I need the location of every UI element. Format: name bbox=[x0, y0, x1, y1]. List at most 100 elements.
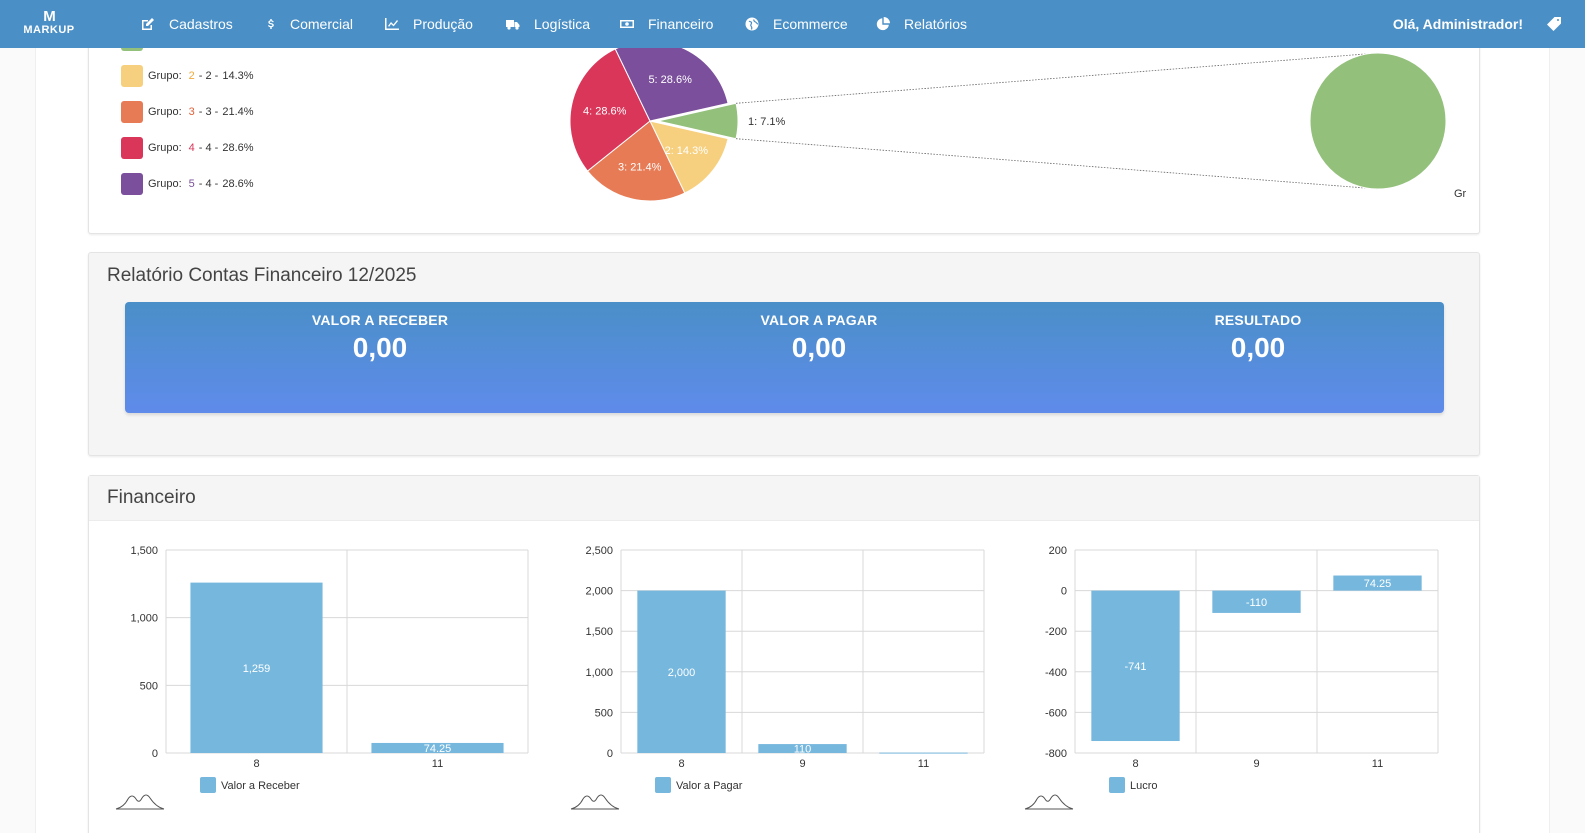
y-tick-label: 1,500 bbox=[585, 626, 613, 638]
pie-slice-label: 2: 14.3% bbox=[665, 145, 709, 157]
bar bbox=[371, 742, 504, 753]
line-chart-icon bbox=[385, 18, 399, 30]
summary-value: 0,00 bbox=[1230, 332, 1286, 363]
legend-item[interactable]: Grupo: 2- 2 -14.3% bbox=[121, 65, 258, 87]
legend-swatch bbox=[200, 777, 216, 793]
y-tick-label: 1,000 bbox=[130, 613, 158, 625]
legend-label: Valor a Receber bbox=[221, 780, 300, 792]
summary-receivable: VALOR A RECEBER 0,00 bbox=[230, 312, 530, 364]
legend-number: 2 bbox=[188, 70, 195, 82]
left-rail bbox=[0, 48, 36, 833]
y-tick-label: 500 bbox=[595, 707, 613, 719]
y-tick-label: 500 bbox=[140, 680, 158, 692]
globe-icon bbox=[745, 17, 759, 31]
summary-value: 0,00 bbox=[352, 332, 408, 363]
distribution-icon bbox=[1024, 794, 1074, 810]
distribution-icon bbox=[570, 794, 620, 810]
right-rail bbox=[1549, 48, 1585, 833]
x-tick-label: 8 bbox=[678, 758, 684, 770]
nav-relatorios[interactable]: Relatórios bbox=[876, 0, 967, 48]
x-tick-label: 11 bbox=[918, 758, 929, 770]
nav-label: Comercial bbox=[290, 16, 354, 32]
bar-value-label: 74.25 bbox=[1364, 578, 1392, 590]
financeiro-bar-charts: 0 500 1,000 1,500 1,259 8 74.25 11 Valor a Receb… bbox=[115, 545, 1439, 810]
bar bbox=[1333, 575, 1422, 591]
y-tick-label: 2,000 bbox=[585, 586, 613, 598]
brand-logo[interactable]: M MARKUP bbox=[18, 8, 80, 40]
summary-label: RESULTADO bbox=[1214, 312, 1302, 328]
bar bbox=[879, 752, 968, 754]
dollar-icon bbox=[268, 19, 274, 29]
bar-value-label: -741 bbox=[1124, 661, 1146, 673]
bar bbox=[637, 590, 726, 753]
summary-result: RESULTADO 0,00 bbox=[1108, 312, 1408, 364]
y-tick-label: 200 bbox=[1049, 545, 1067, 557]
bar-chart: 0 500 1,000 1,500 1,259 8 74.25 11 Valor a Receb… bbox=[115, 545, 529, 810]
drilldown-connector bbox=[735, 52, 1379, 104]
pie-slice bbox=[649, 120, 729, 194]
nav-label: Relatórios bbox=[904, 16, 968, 32]
summary-value: 0,00 bbox=[791, 332, 847, 363]
y-tick-label: -200 bbox=[1045, 626, 1067, 638]
pie-slice-label: 5: 28.6% bbox=[648, 74, 692, 86]
pie-slice-label: 1: 7.1% bbox=[748, 116, 786, 128]
x-tick-label: 11 bbox=[1372, 758, 1383, 770]
bar-value-label: 1,259 bbox=[243, 663, 271, 675]
legend-rest: - 4 - bbox=[198, 142, 219, 154]
nav-logistica[interactable]: Logística bbox=[506, 0, 590, 48]
x-tick-label: 11 bbox=[432, 758, 443, 770]
panel-header: Financeiro bbox=[89, 476, 1479, 521]
x-tick-label: 9 bbox=[799, 758, 805, 770]
nav-label: Financeiro bbox=[648, 16, 714, 32]
nav-comercial[interactable]: Comercial bbox=[266, 0, 353, 48]
y-tick-label: -800 bbox=[1045, 748, 1067, 760]
bar-chart: 0 500 1,000 1,500 2,000 2,500 2,000 8 110 9 11 Valo… bbox=[570, 545, 985, 810]
brand-mark: M bbox=[43, 8, 56, 25]
y-tick-label: -600 bbox=[1045, 707, 1067, 719]
nav-label: Cadastros bbox=[169, 16, 233, 32]
legend-number: 4 bbox=[188, 142, 195, 154]
legend-swatch bbox=[1109, 777, 1125, 793]
legend-label: Lucro bbox=[1130, 780, 1158, 792]
bar bbox=[1212, 590, 1301, 613]
financeiro-charts-panel: Financeiro 0 500 1,000 1,500 1,259 8 74.25 11 Va… bbox=[88, 475, 1480, 833]
legend-number: 3 bbox=[188, 106, 195, 118]
legend-item[interactable]: Grupo: 3- 3 -21.4% bbox=[121, 101, 258, 123]
x-tick-label: 8 bbox=[1132, 758, 1138, 770]
nav-producao[interactable]: Produção bbox=[385, 0, 473, 48]
legend-rest: - 4 - bbox=[198, 178, 219, 190]
user-greeting[interactable]: Olá, Administrador! bbox=[1392, 16, 1523, 32]
tag-icon[interactable] bbox=[1547, 17, 1561, 31]
pie-chart-icon bbox=[876, 17, 890, 31]
bar-value-label: 110 bbox=[794, 744, 812, 756]
legend-item[interactable]: Grupo: 5- 4 -28.6% bbox=[121, 173, 258, 195]
legend-swatch bbox=[121, 65, 143, 87]
drilldown-connector bbox=[735, 138, 1379, 190]
y-tick-label: -400 bbox=[1045, 667, 1067, 679]
bar bbox=[758, 744, 847, 753]
y-tick-label: 0 bbox=[152, 748, 158, 760]
legend-percent: 14.3% bbox=[222, 70, 254, 82]
legend-label: Valor a Pagar bbox=[676, 780, 743, 792]
drilldown-label: Gr bbox=[1454, 188, 1467, 200]
finance-report-panel: Relatório Contas Financeiro 12/2025 VALO… bbox=[88, 252, 1480, 456]
summary-payable: VALOR A PAGAR 0,00 bbox=[669, 312, 969, 364]
bar bbox=[1091, 590, 1180, 742]
x-tick-label: 8 bbox=[253, 758, 259, 770]
summary-label: VALOR A RECEBER bbox=[311, 312, 449, 328]
nav-financeiro[interactable]: Financeiro bbox=[620, 0, 713, 48]
legend-item[interactable]: Grupo: 4- 4 -28.6% bbox=[121, 137, 258, 159]
legend-swatch bbox=[121, 101, 143, 123]
legend-prefix: Grupo: bbox=[148, 106, 182, 118]
legend-number: 5 bbox=[188, 178, 195, 190]
nav-label: Logística bbox=[534, 16, 591, 32]
y-tick-label: 1,500 bbox=[130, 545, 158, 557]
financeiro-title: Financeiro bbox=[107, 487, 196, 508]
bar-value-label: -110 bbox=[1246, 597, 1267, 609]
group-pie-chart: 1: 7.1% 2: 14.3%3: 21.4% 4: 28.6% 5: 28.6% G… bbox=[569, 40, 1467, 202]
nav-ecommerce[interactable]: Ecommerce bbox=[745, 0, 848, 48]
x-tick-label: 9 bbox=[1253, 758, 1259, 770]
nav-cadastros[interactable]: Cadastros bbox=[141, 0, 233, 48]
legend-swatch bbox=[121, 137, 143, 159]
finance-summary-box: VALOR A RECEBER 0,00 VALOR A PAGAR 0,00 … bbox=[125, 302, 1444, 413]
